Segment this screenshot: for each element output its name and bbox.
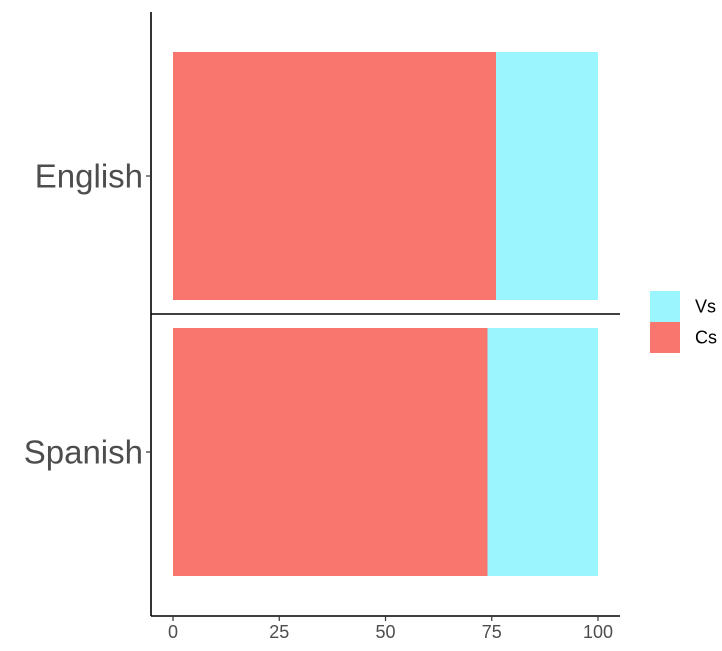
- x-tick-label-50: 50: [375, 622, 395, 642]
- bar-spanish-vs: [487, 328, 598, 576]
- x-tick-label-0: 0: [168, 622, 178, 642]
- x-tick-label-75: 75: [482, 622, 502, 642]
- bar-spanish-cs: [173, 328, 488, 576]
- legend-key-vs: [650, 291, 680, 322]
- x-tick-label-100: 100: [583, 622, 613, 642]
- y-tick-label-spanish: Spanish: [24, 434, 143, 471]
- legend-label-cs: Cs: [695, 328, 717, 348]
- bar-english-vs: [496, 52, 598, 300]
- y-tick-label-english: English: [35, 158, 143, 195]
- legend-key-cs: [650, 322, 680, 353]
- bar-english-cs: [173, 52, 496, 300]
- x-tick-label-25: 25: [269, 622, 289, 642]
- legend-label-vs: Vs: [695, 297, 716, 317]
